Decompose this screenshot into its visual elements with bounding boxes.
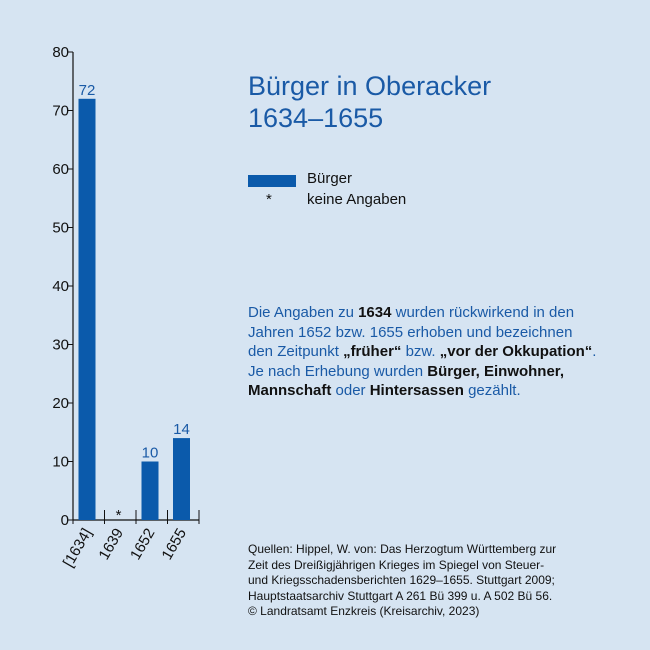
bar-value-label: 14 xyxy=(173,421,190,438)
x-tick-label: 1652 xyxy=(127,526,158,563)
source-line: Zeit des Dreißigjährigen Krieges im Spie… xyxy=(248,557,545,572)
y-tick-label: 30 xyxy=(52,337,69,354)
title-line-1: Bürger in Oberacker xyxy=(248,71,492,101)
y-tick-label: 0 xyxy=(61,512,69,529)
title-line-2: 1634–1655 xyxy=(248,103,384,133)
y-tick-label: 20 xyxy=(52,395,69,412)
legend-label-buerger: Bürger xyxy=(307,170,353,187)
note-emphasis: Hintersassen xyxy=(369,382,464,399)
no-data-marker: * xyxy=(116,507,122,524)
legend-star-symbol: * xyxy=(266,191,272,208)
note-text: Die Angaben zu xyxy=(248,304,359,321)
y-tick-label: 60 xyxy=(52,161,69,178)
y-tick-label: 70 xyxy=(52,103,69,120)
source-line: Quellen: Hippel, W. von: Das Herzogtum W… xyxy=(248,542,557,556)
explanation-note: Die Angaben zu 1634 wurden rückwirkend i… xyxy=(248,303,598,401)
note-text: oder xyxy=(331,382,370,399)
y-tick-label: 10 xyxy=(52,454,69,471)
note-emphasis: „früher“ xyxy=(343,343,402,360)
x-tick-label: [1634] xyxy=(60,526,96,571)
bar xyxy=(173,438,190,520)
y-tick-label: 50 xyxy=(52,220,69,237)
source-line: und Kriegsschadensberichten 1629–1655. S… xyxy=(248,573,555,587)
legend-swatch xyxy=(248,175,296,187)
chart-title: Bürger in Oberacker 1634–1655 xyxy=(248,70,491,134)
note-text: bzw. xyxy=(401,343,440,360)
note-emphasis: „vor der Okkupation“ xyxy=(439,343,593,360)
bar xyxy=(78,98,96,521)
note-text: . Je nach Erhebung wurden xyxy=(248,343,597,380)
y-tick-label: 40 xyxy=(52,278,69,295)
x-tick-label: 1655 xyxy=(159,526,190,563)
note-emphasis: 1634 xyxy=(358,304,392,321)
bar xyxy=(141,461,159,520)
note-text: wurden rückwirkend in den Jahren 1652 bz… xyxy=(248,304,575,360)
source-line: Hauptstaatsarchiv Stuttgart A 261 Bü 399… xyxy=(248,588,553,603)
bar-value-label: 10 xyxy=(142,445,159,462)
x-tick-label: 1639 xyxy=(96,526,127,563)
note-emphasis: Bürger, Einwohner, Mannschaft xyxy=(248,362,564,400)
copyright-line: © Landratsamt Enzkreis (Kreisarchiv, 202… xyxy=(248,604,480,618)
sources-block: Quellen: Hippel, W. von: Das Herzogtum W… xyxy=(248,542,608,620)
legend-label-keine-angaben: keine Angaben xyxy=(307,191,407,208)
note-text: gezählt. xyxy=(463,382,521,399)
bar-value-label: 72 xyxy=(79,82,96,99)
y-tick-label: 80 xyxy=(52,44,69,61)
